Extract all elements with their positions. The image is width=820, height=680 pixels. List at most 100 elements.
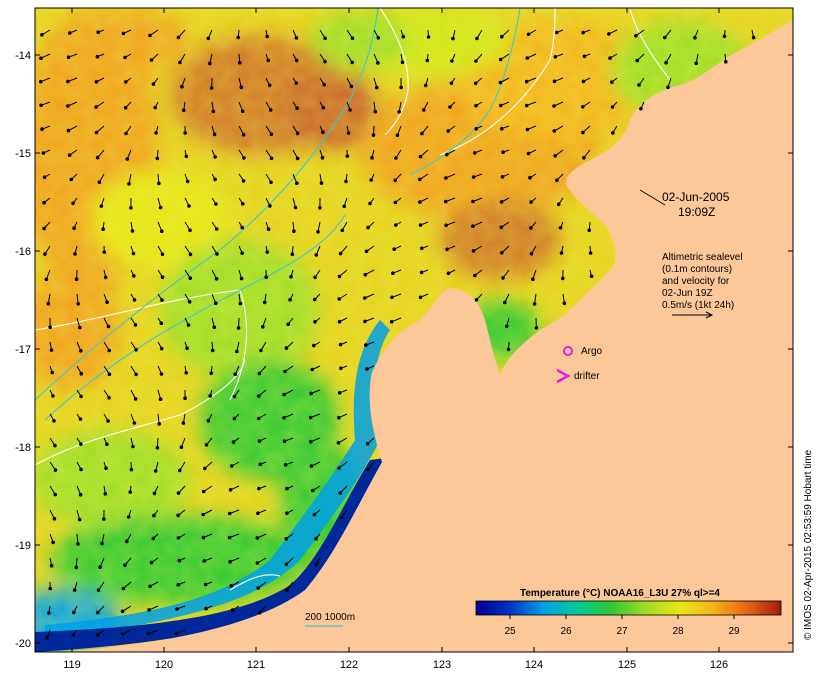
velocity-arrow-head <box>212 325 217 330</box>
axes: 119 120 121 122 123 124 125 126 -14 -15 -16 -17 -18 -… <box>15 8 793 671</box>
velocity-arrow-head <box>363 319 367 324</box>
velocity-arrow-head <box>500 251 504 255</box>
velocity-arrow-head <box>175 607 179 611</box>
velocity-arrow-head <box>350 60 355 65</box>
velocity-arrow-head <box>151 536 156 541</box>
velocity-arrow-head <box>525 127 530 132</box>
velocity-arrow-head <box>503 300 507 305</box>
velocity-arrow-head <box>319 181 324 185</box>
velocity-arrow-head <box>78 417 83 421</box>
y-tick-label: -17 <box>15 344 31 356</box>
velocity-arrow-head <box>49 348 54 352</box>
velocity-arrow-head <box>66 104 70 108</box>
velocity-arrow-head <box>400 60 405 65</box>
velocity-arrow-head <box>159 346 164 351</box>
velocity-arrow-head <box>40 127 44 131</box>
plot-area <box>35 8 793 652</box>
velocity-arrow-head <box>149 58 154 62</box>
velocity-arrow-head <box>309 464 314 468</box>
velocity-arrow-head <box>40 33 44 37</box>
colorbar-ramp <box>475 600 782 616</box>
velocity-arrow-head <box>44 277 49 282</box>
x-tick-label: 119 <box>63 659 81 671</box>
velocity-arrow-head <box>160 229 164 233</box>
velocity-arrow-head <box>390 295 394 300</box>
velocity-arrow-head <box>209 86 214 90</box>
velocity-arrow-head <box>73 252 77 256</box>
velocity-arrow-head <box>213 177 217 182</box>
velocity-arrow-head <box>268 204 272 208</box>
velocity-arrow-head <box>256 511 260 516</box>
velocity-arrow-head <box>283 463 288 467</box>
velocity-arrow-head <box>43 252 47 256</box>
velocity-arrow-head <box>79 349 83 353</box>
velocity-arrow-head <box>39 103 43 108</box>
velocity-arrow-head <box>392 247 397 251</box>
velocity-arrow-head <box>471 199 475 204</box>
velocity-arrow-head <box>393 178 398 183</box>
velocity-arrow-head <box>553 154 558 158</box>
altimetry-legend-line: Altimetric sealevel <box>662 252 743 263</box>
velocity-arrow-head <box>79 467 83 472</box>
velocity-arrow-head <box>255 536 260 540</box>
velocity-arrow-head <box>295 106 299 110</box>
velocity-arrow-head <box>42 226 46 231</box>
velocity-arrow-head <box>133 323 138 327</box>
y-tick-label: -19 <box>15 540 31 552</box>
velocity-arrow-head <box>499 200 504 204</box>
velocity-arrow-head <box>342 204 347 209</box>
velocity-arrow-head <box>444 223 448 228</box>
velocity-arrow-head <box>105 442 109 447</box>
velocity-arrow-head <box>121 31 126 36</box>
velocity-arrow-head <box>323 59 327 64</box>
drifter-label: drifter <box>574 371 600 382</box>
velocity-arrow-head <box>525 56 530 60</box>
velocity-arrow-head <box>526 32 531 37</box>
velocity-arrow-head <box>294 81 299 85</box>
velocity-arrow-head <box>230 608 235 612</box>
velocity-arrow-head <box>131 251 136 256</box>
velocity-arrow-head <box>204 443 209 447</box>
velocity-arrow-head <box>451 36 455 41</box>
velocity-arrow-head <box>120 609 125 614</box>
velocity-arrow-head <box>124 131 128 136</box>
velocity-arrow-head <box>177 468 182 473</box>
colorbar-ticks: 25 26 27 28 29 <box>504 615 740 637</box>
velocity-arrow-head <box>147 608 151 612</box>
velocity-arrow-head <box>232 394 237 399</box>
altimetry-legend-line: 0.5m/s (1kt 24h) <box>662 300 734 311</box>
velocity-arrow-head <box>363 296 367 300</box>
velocity-arrow-head <box>321 105 326 110</box>
velocity-arrow-head <box>285 588 289 592</box>
velocity-arrow-head <box>581 105 585 109</box>
velocity-arrow-head <box>529 200 533 204</box>
velocity-arrow-head <box>97 180 102 184</box>
velocity-arrow-head <box>228 511 232 516</box>
velocity-arrow-head <box>425 58 430 63</box>
velocity-arrow-head <box>552 129 557 133</box>
velocity-arrow-head <box>394 156 398 160</box>
velocity-arrow-head <box>312 343 316 348</box>
velocity-arrow-head <box>608 56 612 60</box>
velocity-arrow-head <box>184 371 188 375</box>
velocity-arrow-head <box>71 633 75 637</box>
velocity-arrow-head <box>227 535 232 540</box>
velocity-arrow-head <box>68 31 72 35</box>
velocity-arrow-head <box>346 131 351 135</box>
velocity-arrow-head <box>228 488 233 492</box>
velocity-arrow-head <box>256 416 261 421</box>
velocity-arrow-head <box>186 323 191 327</box>
velocity-arrow-head <box>309 391 314 396</box>
velocity-arrow-head <box>78 325 82 330</box>
velocity-arrow-head <box>96 588 101 592</box>
velocity-arrow-head <box>364 249 369 254</box>
velocity-arrow-head <box>232 416 237 421</box>
velocity-arrow-head <box>259 348 263 353</box>
velocity-arrow-head <box>158 397 163 402</box>
velocity-arrow-head <box>724 59 728 64</box>
velocity-arrow-head <box>266 227 271 231</box>
velocity-arrow-head <box>666 85 670 90</box>
velocity-arrow-head <box>295 156 300 161</box>
velocity-arrow-head <box>211 109 216 114</box>
scale-arrow-head-icon <box>705 311 714 319</box>
